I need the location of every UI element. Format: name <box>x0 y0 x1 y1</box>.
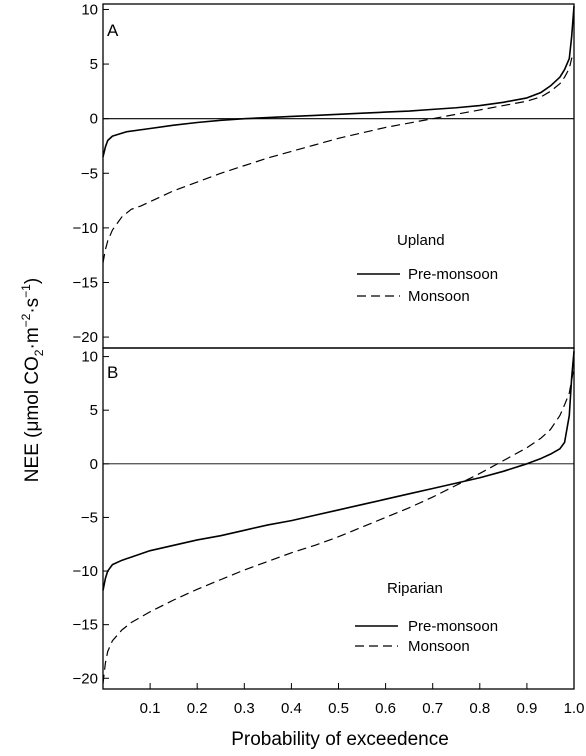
y-axis-title-mid2: ·s <box>22 298 43 314</box>
panel-a-y-tick-label: −5 <box>81 165 98 182</box>
panel-b-monsoon-line <box>102 367 575 684</box>
panel-a-y-tick-label: −10 <box>73 220 98 237</box>
panel-b-legend-pre-monsoon: Pre-monsoon <box>408 618 498 635</box>
panel-a-y-tick-label: −15 <box>73 274 98 291</box>
panel-riparian: 10 5 0 −5 −10 −15 −20 0.1 0.2 0.3 0.4 0.5 0.6 0.7 0.8… <box>73 347 585 717</box>
panel-b-y-tick-label: −15 <box>73 617 98 634</box>
panel-b-y-tick-label: −10 <box>73 563 98 580</box>
panel-b-legend-title: Riparian <box>387 580 443 597</box>
panel-a-legend-pre-monsoon: Pre-monsoon <box>408 266 498 283</box>
panel-b-y-ticks: 10 5 0 −5 −10 −15 −20 <box>73 349 109 687</box>
panel-a-y-tick-label: 0 <box>90 111 98 128</box>
panel-a-legend-title: Upland <box>397 232 445 249</box>
panel-a-y-tick-label: 10 <box>81 1 98 18</box>
panel-a-frame <box>102 3 575 349</box>
panel-b-label: B <box>107 363 118 382</box>
panel-b-x-tick-label: 0.1 <box>140 700 161 717</box>
panel-a-y-tick-label: 5 <box>90 56 98 73</box>
panel-b-x-tick-label: 1.0 <box>564 700 585 717</box>
panel-b-x-tick-label: 0.6 <box>375 700 396 717</box>
panel-upland: 10 5 0 −5 −10 −15 −20 A Upland Pre-monsoon Mon… <box>73 1 575 349</box>
panel-b-x-tick-label: 0.8 <box>469 700 490 717</box>
panel-b-y-tick-label: 5 <box>90 402 98 419</box>
panel-a-monsoon-line <box>102 52 575 263</box>
panel-b-x-tick-label: 0.7 <box>422 700 443 717</box>
panel-b-x-ticks: 0.1 0.2 0.3 0.4 0.5 0.6 0.7 0.8 0.9 1.0 <box>140 683 585 717</box>
panel-b-series <box>102 351 575 684</box>
x-axis-title: Probability of exceedence <box>231 729 449 750</box>
panel-b-pre-monsoon-line <box>102 351 575 591</box>
panel-b-y-tick-label: −5 <box>81 509 98 526</box>
panel-b-x-tick-label: 0.4 <box>281 700 302 717</box>
panel-b-y-tick-label: 0 <box>90 456 98 473</box>
panel-a-y-tick-label: −20 <box>73 329 98 346</box>
y-axis-title-main: NEE (μmol CO <box>22 356 43 482</box>
panel-b-y-tick-label: 10 <box>81 349 98 366</box>
panel-b-x-tick-label: 0.9 <box>516 700 537 717</box>
panel-b-y-tick-label: −20 <box>73 670 98 687</box>
panel-a-pre-monsoon-line <box>102 6 575 158</box>
panel-b-frame <box>102 347 575 690</box>
y-axis-title: NEE (μmol CO2·m−2·s−1) <box>19 278 46 482</box>
panel-b-x-tick-label: 0.3 <box>234 700 255 717</box>
panel-b-x-tick-label: 0.2 <box>187 700 208 717</box>
panel-a-legend-monsoon: Monsoon <box>408 288 470 305</box>
y-axis-title-sub: 2 <box>32 349 46 356</box>
panel-a-y-ticks: 10 5 0 −5 −10 −15 −20 <box>73 1 109 346</box>
panel-a-series <box>102 6 575 263</box>
y-axis-title-mid: ·m <box>22 327 43 349</box>
y-axis-title-sup2: −1 <box>19 284 33 298</box>
panel-b-x-tick-label: 0.5 <box>328 700 349 717</box>
y-axis-title-sup1: −2 <box>19 313 33 327</box>
y-axis-title-end: ) <box>22 278 43 284</box>
panel-b-legend-monsoon: Monsoon <box>408 638 470 655</box>
panel-a-label: A <box>107 21 119 40</box>
